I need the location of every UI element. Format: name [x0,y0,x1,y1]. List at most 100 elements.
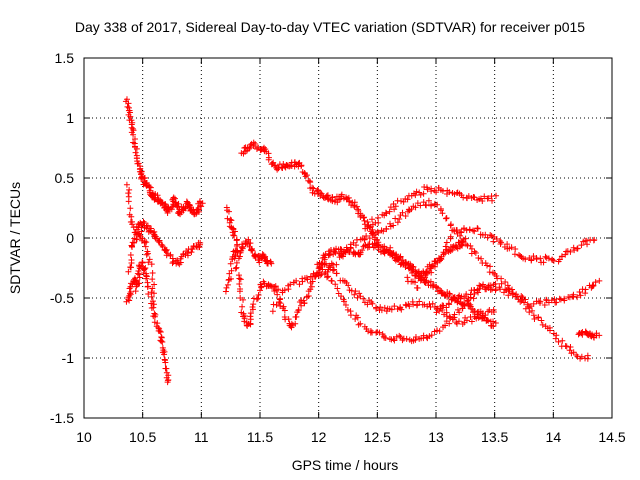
data-point [459,305,466,312]
data-point [490,318,497,325]
data-point [470,227,477,234]
data-point [158,338,165,345]
data-point [582,328,589,335]
data-point [274,166,281,173]
data-point [398,198,405,205]
data-point [295,306,302,313]
data-point [522,296,529,303]
data-point [308,283,315,290]
data-point [497,240,504,247]
data-point [324,274,331,281]
data-point [318,271,325,278]
data-point [484,317,491,324]
data-point [440,251,447,258]
data-point [542,253,549,260]
data-point [381,304,388,311]
data-point [551,296,558,303]
data-point [433,189,440,196]
data-point [363,232,370,239]
data-point [353,203,360,210]
data-point [151,281,158,288]
data-point [222,288,229,295]
data-point [356,290,363,297]
x-tick-label: 11 [194,429,209,445]
data-point [129,125,136,132]
data-point [317,189,324,196]
data-point [582,286,589,293]
data-point [467,242,474,249]
data-point [296,281,303,288]
data-point [492,280,499,287]
data-point [316,260,323,267]
data-point [493,192,500,199]
data-point [352,242,359,249]
data-point [592,279,599,286]
data-point [566,347,573,354]
data-point [502,286,509,293]
data-point [411,272,418,279]
data-point [361,236,368,243]
data-point [232,265,239,272]
y-tick-label: -1.5 [50,410,74,426]
data-point [240,296,247,303]
data-point [409,270,416,277]
data-point [243,319,250,326]
data-point [446,291,453,298]
data-point [236,280,243,287]
data-point [458,229,465,236]
data-point [484,234,491,241]
data-point [177,255,184,262]
data-point [574,245,581,252]
data-point [127,252,134,259]
data-point [344,306,351,313]
data-point [498,275,505,282]
x-tick-label: 14.5 [598,429,625,445]
data-point [412,336,419,343]
series-sat-h [269,197,591,362]
data-point [158,200,165,207]
data-point [498,239,505,246]
data-point [125,268,132,275]
data-point [454,298,461,305]
data-point [125,190,132,197]
data-point [249,303,256,310]
data-point [304,276,311,283]
data-point [518,293,525,300]
data-point [351,291,358,298]
data-point [139,259,146,266]
data-point [364,301,371,308]
data-point [321,261,328,268]
data-point [378,244,385,251]
data-point [437,207,444,214]
data-point [260,278,267,285]
data-point [394,219,401,226]
data-point [442,250,449,257]
data-point [558,253,565,260]
data-point [578,353,585,360]
data-point [195,206,202,213]
data-point [382,335,389,342]
data-point [562,251,569,258]
data-point [342,301,349,308]
data-point [245,236,252,243]
data-point [457,228,464,235]
data-point [425,197,432,204]
data-point [413,188,420,195]
data-points [122,96,603,386]
data-point [510,290,517,297]
data-point [443,239,450,246]
data-point [503,287,510,294]
data-point [321,254,328,261]
data-point [416,298,423,305]
data-point [129,239,136,246]
data-point [459,238,466,245]
data-point [396,216,403,223]
data-point [417,202,424,209]
data-point [133,279,140,286]
data-point [256,259,263,266]
data-point [126,117,133,124]
data-point [439,210,446,217]
data-point [347,241,354,248]
data-point [391,337,398,344]
data-point [239,303,246,310]
